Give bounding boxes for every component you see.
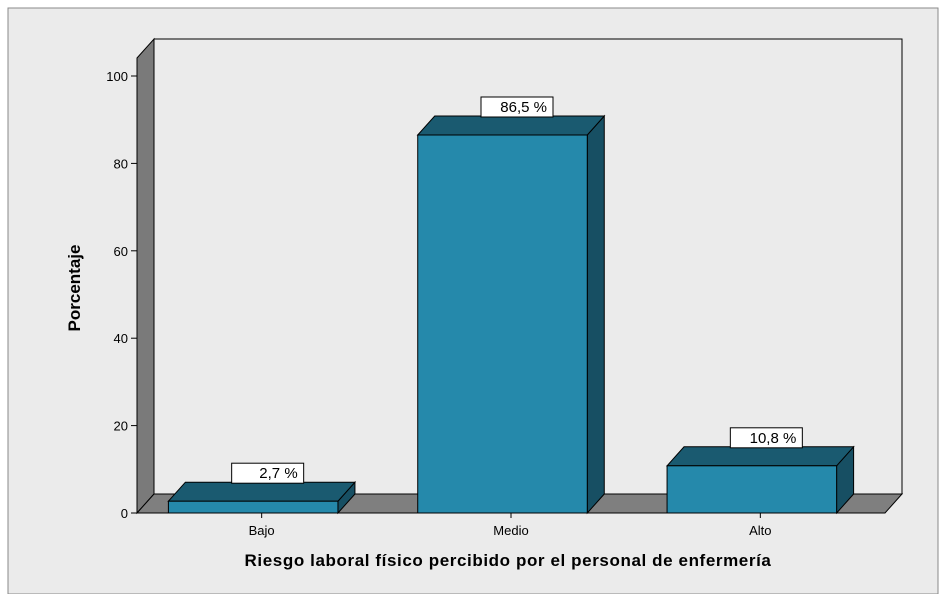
x-axis-label: Riesgo laboral físico percibido por el p…	[245, 551, 772, 570]
bars-group: 2,7 % 86,5 % 10,8 %	[167, 96, 855, 515]
data-label-box	[729, 427, 803, 449]
data-label: 86,5 %	[500, 99, 547, 116]
y-axis-label: Porcentaje	[65, 245, 84, 332]
bar-alto: 10,8 %	[665, 427, 855, 515]
x-axis: Bajo Medio Alto	[137, 512, 885, 538]
bar-top-face	[665, 446, 855, 467]
y-tick-label: 40	[114, 331, 128, 346]
y-tick-label: 0	[121, 506, 128, 521]
y-tick-label: 80	[114, 156, 128, 171]
bar-top-face	[416, 115, 606, 136]
y-tick-label: 60	[114, 244, 128, 259]
x-tick-label: Alto	[749, 523, 771, 538]
bar-medio: 86,5 %	[416, 96, 606, 515]
data-label: 10,8 %	[750, 430, 797, 447]
y-tick-label: 100	[106, 69, 128, 84]
depth-wall	[136, 37, 155, 515]
data-label-box	[480, 96, 554, 118]
data-label: 2,7 %	[259, 465, 297, 482]
bar-bajo: 2,7 %	[167, 462, 357, 515]
y-tick-label: 20	[114, 419, 128, 434]
x-tick-label: Medio	[493, 523, 528, 538]
bar-front-face	[167, 500, 339, 514]
y-axis: 0 20 40 60 80 100	[106, 58, 138, 521]
data-label-box	[231, 462, 305, 484]
bar-top-face	[167, 481, 357, 502]
bar-side-face	[586, 114, 605, 515]
bar-front-face	[666, 465, 838, 514]
x-tick-label: Bajo	[249, 523, 275, 538]
bar-front-face	[417, 134, 588, 514]
